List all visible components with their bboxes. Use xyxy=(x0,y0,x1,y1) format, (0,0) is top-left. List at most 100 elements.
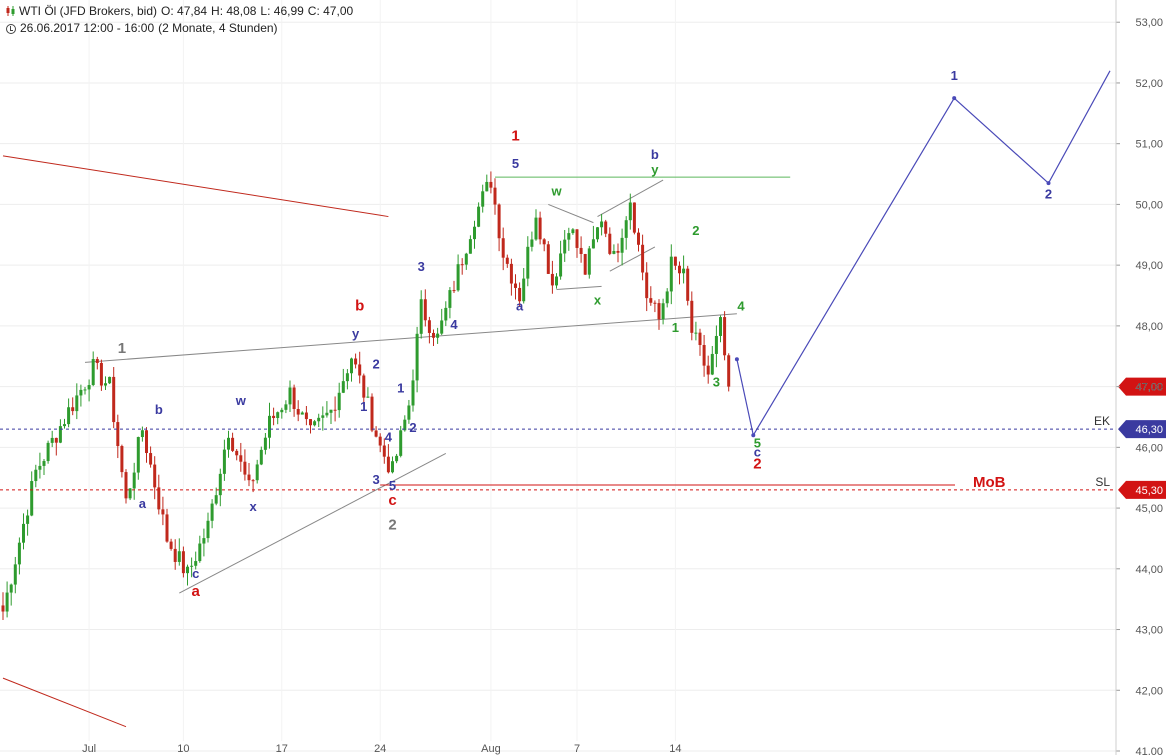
candle-body xyxy=(149,453,153,465)
candle-body xyxy=(473,226,476,240)
candle-body xyxy=(620,237,624,253)
wave-label: 5 xyxy=(389,478,396,493)
lower-red-channel xyxy=(2,677,127,728)
candle-body xyxy=(415,333,419,381)
high-value: H: 48,08 xyxy=(211,4,257,18)
x-tick-label: 14 xyxy=(669,743,681,755)
y-tick-label: 42,00 xyxy=(1135,685,1163,697)
candle-body xyxy=(600,221,604,228)
candle-body xyxy=(653,302,657,304)
candle-body xyxy=(579,247,583,254)
price-tag-bg xyxy=(1118,420,1166,439)
candle-body xyxy=(235,450,239,456)
candle-body xyxy=(231,437,235,451)
period-info: (2 Monate, 4 Stunden) xyxy=(158,21,278,35)
candle-body xyxy=(637,232,640,245)
candle-body xyxy=(587,248,591,275)
wave-label: b xyxy=(355,298,364,315)
candle-body xyxy=(186,566,189,574)
forecast-point xyxy=(751,433,756,438)
y-tick-label: 44,00 xyxy=(1135,564,1163,576)
candle-body xyxy=(407,405,411,420)
candle-body xyxy=(538,217,542,240)
candle-body xyxy=(411,380,415,406)
x-tick-label: 7 xyxy=(574,743,580,755)
candle-body xyxy=(87,385,91,390)
candle-body xyxy=(661,303,665,320)
candle-body xyxy=(321,415,325,418)
candle-body xyxy=(354,358,358,365)
triangle-bottom xyxy=(556,285,602,290)
candle-body xyxy=(42,461,46,466)
price-tag-value: 45,30 xyxy=(1135,485,1163,497)
candle-body xyxy=(222,449,226,474)
candlesticks xyxy=(1,171,731,621)
price-levels: 47,00 EK 46,30 SL 45,30 MoB xyxy=(0,377,1166,499)
y-tick-label: 41,00 xyxy=(1135,746,1163,755)
candle-body xyxy=(243,461,247,475)
wave-label: y xyxy=(352,326,360,341)
candle-body xyxy=(153,464,157,488)
price-tag: 46,30 xyxy=(1118,420,1166,439)
candle-body xyxy=(38,465,42,470)
candle-body xyxy=(22,523,25,543)
candle-body xyxy=(509,263,513,284)
candle-body xyxy=(432,332,435,338)
candle-body xyxy=(514,283,517,288)
wave-label: x xyxy=(249,499,257,514)
candle-body xyxy=(669,256,673,292)
candle-body xyxy=(177,551,181,562)
chart-header-range: 26.06.2017 12:00 - 16:00 (2 Monate, 4 Stu… xyxy=(6,21,278,35)
candle-body xyxy=(530,239,534,247)
candle-body xyxy=(202,538,206,544)
upper-red-channel xyxy=(2,155,389,218)
candle-body xyxy=(13,564,17,585)
forecast-point xyxy=(952,96,957,101)
low-value: L: 46,99 xyxy=(260,4,304,18)
x-axis: Jul 10 17 24 Aug 7 14 xyxy=(82,743,681,755)
wave-label: 1 xyxy=(672,320,679,335)
close-value: C: 47,00 xyxy=(307,4,354,18)
candle-body xyxy=(161,509,165,515)
candle-body xyxy=(71,407,75,412)
candle-body xyxy=(272,415,276,419)
wave-label: 1 xyxy=(511,128,519,145)
candle-body xyxy=(255,464,259,481)
candle-body xyxy=(345,373,349,382)
y-tick-label: 45,00 xyxy=(1135,503,1163,515)
candle-body xyxy=(280,409,284,413)
grey-lower-trend xyxy=(179,452,447,594)
candle-body xyxy=(555,276,558,286)
candle-body xyxy=(624,220,628,238)
candle-body xyxy=(604,221,608,234)
candle-body xyxy=(1,605,5,612)
candle-body xyxy=(325,412,329,416)
candle-body xyxy=(460,264,464,266)
clock-icon xyxy=(6,24,16,34)
candle-body xyxy=(501,238,505,258)
candle-body xyxy=(464,253,468,265)
candle-body xyxy=(210,503,214,521)
candle-body xyxy=(678,265,681,274)
candle-body xyxy=(227,437,230,450)
candle-body xyxy=(218,473,222,496)
candle-body xyxy=(309,419,312,426)
candle-body xyxy=(247,474,251,481)
candle-body xyxy=(34,469,38,482)
candle-body xyxy=(58,426,62,443)
candle-body xyxy=(165,514,169,542)
candle-body xyxy=(9,584,13,593)
candle-body xyxy=(686,268,690,301)
wedge-bottom xyxy=(609,246,656,272)
candle-body xyxy=(91,359,95,386)
candle-body xyxy=(456,264,460,291)
price-tag-value: 46,30 xyxy=(1135,424,1163,436)
wave-label: 4 xyxy=(737,299,745,314)
candle-body xyxy=(583,253,587,275)
candle-body xyxy=(350,358,353,374)
grid xyxy=(0,0,1116,752)
candle-body xyxy=(706,365,710,375)
candle-body xyxy=(173,548,177,562)
wave-label: y xyxy=(651,162,659,177)
